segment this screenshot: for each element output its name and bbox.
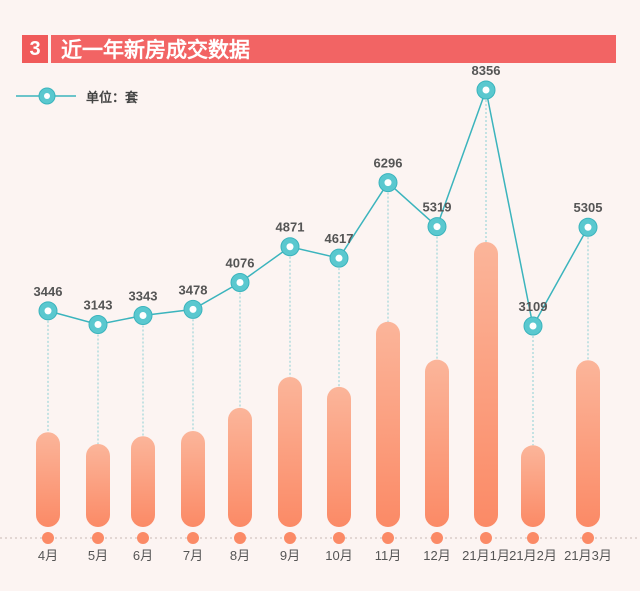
data-label: 3446 — [34, 284, 63, 299]
x-tick-label: 9月 — [280, 548, 300, 563]
legend-marker-icon — [16, 87, 76, 105]
baseline-dot — [42, 532, 54, 544]
data-point-center — [139, 311, 147, 319]
bar-21月1月 — [474, 242, 498, 527]
x-tick-label: 8月 — [230, 548, 250, 563]
bar-11月 — [376, 321, 400, 527]
data-point-center — [286, 243, 294, 251]
data-label: 3109 — [519, 299, 548, 314]
baseline-dot — [480, 532, 492, 544]
data-point-center — [44, 307, 52, 315]
legend: 单位：套 — [16, 86, 138, 106]
data-point-center — [529, 322, 537, 330]
data-point-center — [584, 223, 592, 231]
x-tick-label: 11月 — [375, 548, 402, 563]
data-label: 6296 — [374, 156, 403, 171]
data-point-center — [236, 279, 244, 287]
bar-8月 — [228, 407, 252, 527]
chart-title: 近一年新房成交数据 — [51, 35, 616, 63]
x-tick-label: 12月 — [423, 548, 450, 563]
bar-6月 — [131, 436, 155, 527]
data-label: 4871 — [276, 220, 305, 235]
bar-21月2月 — [521, 445, 545, 527]
x-tick-label: 7月 — [183, 548, 203, 563]
data-label: 5305 — [574, 200, 603, 215]
x-tick-label: 4月 — [38, 548, 58, 563]
data-point-center — [384, 179, 392, 187]
baseline-dot — [527, 532, 539, 544]
x-tick-label: 21月2月 — [509, 548, 557, 563]
baseline-dot — [137, 532, 149, 544]
bar-21月3月 — [576, 360, 600, 527]
bar-5月 — [86, 443, 110, 527]
data-label: 8356 — [472, 63, 501, 78]
baseline-dot — [92, 532, 104, 544]
baseline-dot — [284, 532, 296, 544]
data-label: 3478 — [179, 282, 208, 297]
section-number: 3 — [22, 35, 48, 63]
x-tick-label: 21月1月 — [462, 548, 510, 563]
baseline-dot — [431, 532, 443, 544]
section-header: 3 近一年新房成交数据 — [22, 35, 616, 63]
data-label: 3143 — [84, 297, 113, 312]
bar-10月 — [327, 386, 351, 527]
data-point-center — [482, 86, 490, 94]
x-tick-label: 10月 — [325, 548, 352, 563]
baseline-dot — [582, 532, 594, 544]
bar-12月 — [425, 359, 449, 527]
baseline-dot — [382, 532, 394, 544]
baseline-dot — [234, 532, 246, 544]
data-point-center — [189, 305, 197, 313]
bar-4月 — [36, 432, 60, 527]
data-point-center — [433, 223, 441, 231]
bar-7月 — [181, 430, 205, 527]
x-tick-label: 21月3月 — [564, 548, 612, 563]
x-tick-label: 5月 — [88, 548, 108, 563]
x-tick-label: 6月 — [133, 548, 153, 563]
bar-9月 — [278, 377, 302, 527]
data-label: 4617 — [325, 231, 354, 246]
data-point-center — [94, 320, 102, 328]
legend-label: 单位：套 — [86, 89, 139, 105]
baseline-dot — [333, 532, 345, 544]
data-point-center — [335, 254, 343, 262]
data-label: 3343 — [129, 288, 158, 303]
data-label: 4076 — [226, 256, 255, 271]
data-label: 5319 — [423, 200, 452, 215]
baseline-dot — [187, 532, 199, 544]
